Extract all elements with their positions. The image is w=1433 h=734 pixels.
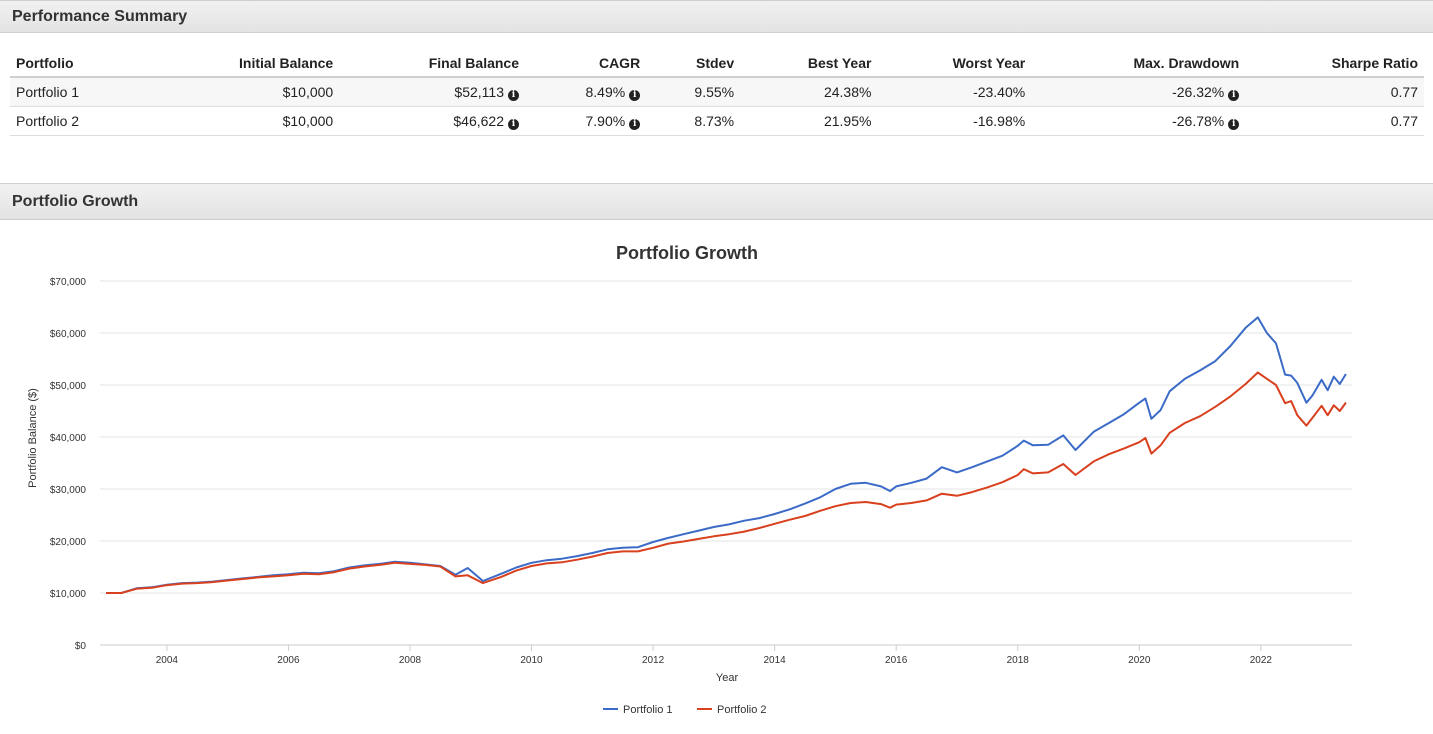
performance-summary-header: Performance Summary	[0, 0, 1433, 33]
col-stdev: Stdev	[646, 48, 741, 78]
stdev-value: 9.55%	[646, 77, 741, 107]
best-year-value: 21.95%	[740, 106, 878, 136]
cagr-value: 7.90%	[585, 112, 626, 129]
x-axis-label: Year	[716, 672, 739, 684]
y-tick-label: $0	[75, 641, 87, 652]
y-tick-label: $70,000	[50, 277, 87, 288]
col-cagr: CAGR	[525, 48, 647, 78]
performance-table: Portfolio Initial Balance Final Balance …	[10, 48, 1424, 136]
x-tick-label: 2008	[399, 655, 422, 666]
final-balance: $46,622	[453, 112, 504, 129]
x-tick-label: 2020	[1128, 655, 1151, 666]
col-final-balance: Final Balance	[339, 48, 525, 78]
portfolio-name: Portfolio 2	[10, 106, 147, 136]
growth-chart: Portfolio Growth $0 $10,000 $20,000 $30,000…	[27, 243, 1352, 716]
best-year-value: 24.38%	[740, 77, 878, 107]
sharpe-ratio-value: 0.77	[1245, 106, 1424, 136]
info-icon[interactable]: i	[508, 118, 519, 130]
table-row: Portfolio 1 $10,000 $52,113 i 8.49% i 9.55…	[10, 77, 1424, 107]
y-tick-label: $60,000	[50, 329, 87, 340]
sharpe-ratio-value: 0.77	[1245, 77, 1424, 107]
col-best-year: Best Year	[740, 48, 878, 78]
table-row: Portfolio 2 $10,000 $46,622 i 7.90% i 8.73…	[10, 106, 1424, 136]
info-icon[interactable]: i	[1228, 89, 1240, 101]
max-drawdown-value: -26.32%	[1172, 83, 1225, 100]
stdev-value: 8.73%	[646, 106, 741, 136]
x-tick-label: 2012	[642, 655, 665, 666]
table-header-row: Portfolio Initial Balance Final Balance …	[10, 48, 1424, 78]
y-tick-label: $30,000	[50, 485, 87, 496]
y-tick-label: $20,000	[50, 537, 87, 548]
grid	[100, 280, 1352, 646]
y-tick-label: $40,000	[50, 433, 87, 444]
portfolio-name: Portfolio 1	[10, 77, 147, 107]
info-icon[interactable]: i	[508, 89, 519, 101]
worst-year-value: -16.98%	[877, 106, 1032, 136]
y-tick-label: $10,000	[50, 589, 87, 600]
x-tick-label: 2006	[277, 655, 300, 666]
portfolio-growth-section-title: Portfolio Growth	[12, 193, 139, 210]
legend-label-portfolio-2[interactable]: Portfolio 2	[717, 704, 767, 716]
col-portfolio: Portfolio	[10, 48, 147, 78]
y-axis-label: Portfolio Balance ($)	[27, 388, 39, 488]
x-tick-label: 2018	[1007, 655, 1030, 666]
info-icon[interactable]: i	[1228, 118, 1240, 130]
y-axis: $0 $10,000 $20,000 $30,000 $40,000 $50,000 $60…	[50, 277, 87, 652]
x-tick-label: 2014	[763, 655, 786, 666]
col-sharpe-ratio: Sharpe Ratio	[1245, 48, 1424, 78]
performance-summary-title: Performance Summary	[12, 8, 188, 25]
col-max-drawdown: Max. Drawdown	[1031, 48, 1246, 78]
legend-label-portfolio-1[interactable]: Portfolio 1	[623, 704, 673, 716]
x-tick-label: 2004	[156, 655, 179, 666]
series-group	[106, 316, 1347, 594]
info-icon[interactable]: i	[629, 118, 641, 130]
initial-balance: $10,000	[146, 77, 340, 107]
series-line-portfolio-1[interactable]	[106, 316, 1347, 594]
x-tick-label: 2010	[520, 655, 543, 666]
x-tick-label: 2022	[1250, 655, 1273, 666]
series-line-portfolio-2[interactable]	[106, 371, 1347, 594]
info-icon[interactable]: i	[629, 89, 641, 101]
final-balance: $52,113	[454, 83, 504, 100]
x-axis: 2004 2006 2008 2010 2012 2014 2016 2018 2020 2022	[156, 645, 1273, 666]
worst-year-value: -23.40%	[877, 77, 1032, 107]
y-tick-label: $50,000	[50, 381, 87, 392]
col-initial-balance: Initial Balance	[146, 48, 340, 78]
legend: Portfolio 1 Portfolio 2	[603, 704, 767, 716]
max-drawdown-value: -26.78%	[1172, 112, 1225, 129]
portfolio-growth-header: Portfolio Growth	[0, 183, 1433, 220]
col-worst-year: Worst Year	[877, 48, 1032, 78]
cagr-value: 8.49%	[585, 83, 626, 100]
x-tick-label: 2016	[885, 655, 908, 666]
growth-chart-container: Portfolio Growth $0 $10,000 $20,000 $30,000…	[0, 221, 1433, 729]
initial-balance: $10,000	[146, 106, 340, 136]
chart-title: Portfolio Growth	[616, 243, 758, 263]
